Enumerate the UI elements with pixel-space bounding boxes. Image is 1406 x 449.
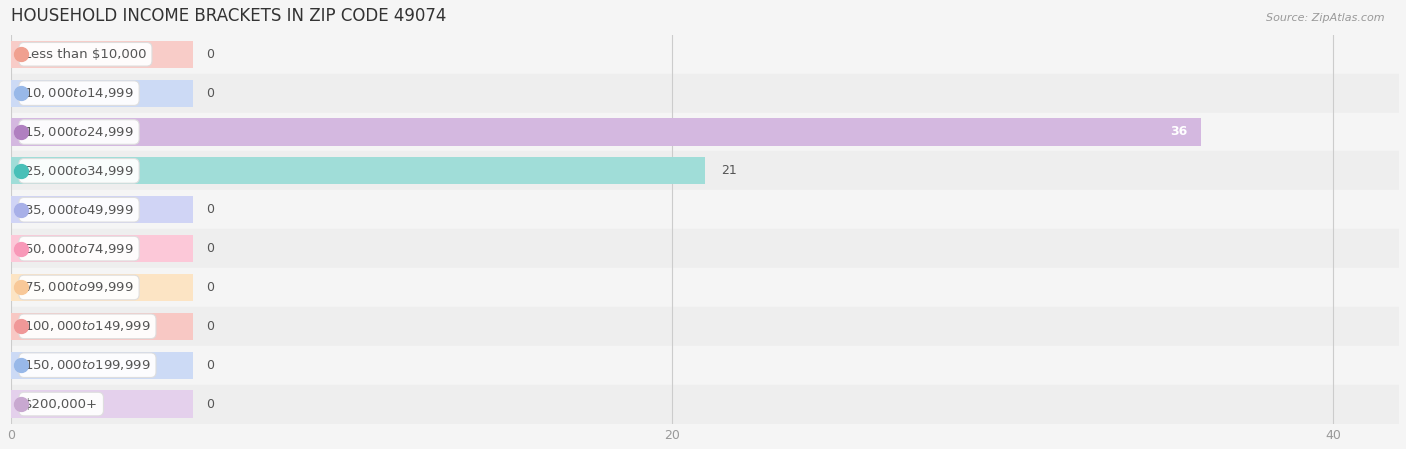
- Text: 0: 0: [205, 281, 214, 294]
- Bar: [11, 113, 1399, 151]
- Text: $50,000 to $74,999: $50,000 to $74,999: [24, 242, 134, 255]
- Text: 0: 0: [205, 359, 214, 372]
- Text: HOUSEHOLD INCOME BRACKETS IN ZIP CODE 49074: HOUSEHOLD INCOME BRACKETS IN ZIP CODE 49…: [11, 7, 446, 25]
- Text: 0: 0: [205, 203, 214, 216]
- Text: 0: 0: [205, 242, 214, 255]
- Text: $75,000 to $99,999: $75,000 to $99,999: [24, 281, 134, 295]
- Text: $25,000 to $34,999: $25,000 to $34,999: [24, 164, 134, 178]
- Text: 36: 36: [1170, 126, 1188, 138]
- Bar: [11, 35, 1399, 74]
- Bar: [11, 385, 1399, 423]
- Text: $150,000 to $199,999: $150,000 to $199,999: [24, 358, 150, 372]
- Bar: [11, 268, 1399, 307]
- Bar: [11, 307, 1399, 346]
- Bar: [11, 313, 193, 340]
- Text: $200,000+: $200,000+: [24, 397, 98, 410]
- Text: $10,000 to $14,999: $10,000 to $14,999: [24, 86, 134, 100]
- Bar: [11, 79, 193, 107]
- Text: $35,000 to $49,999: $35,000 to $49,999: [24, 203, 134, 217]
- Bar: [11, 274, 193, 301]
- Bar: [11, 190, 1399, 229]
- Bar: [11, 346, 1399, 385]
- Bar: [11, 352, 193, 379]
- Text: 21: 21: [721, 164, 737, 177]
- Text: 0: 0: [205, 87, 214, 100]
- Text: 0: 0: [205, 397, 214, 410]
- Text: Less than $10,000: Less than $10,000: [24, 48, 146, 61]
- Text: $100,000 to $149,999: $100,000 to $149,999: [24, 319, 150, 333]
- Bar: [11, 119, 1201, 145]
- Bar: [11, 151, 1399, 190]
- Text: 0: 0: [205, 320, 214, 333]
- Bar: [11, 74, 1399, 113]
- Text: 0: 0: [205, 48, 214, 61]
- Bar: [11, 235, 193, 262]
- Bar: [11, 157, 704, 185]
- Text: Source: ZipAtlas.com: Source: ZipAtlas.com: [1267, 13, 1385, 23]
- Bar: [11, 41, 193, 68]
- Bar: [11, 229, 1399, 268]
- Text: $15,000 to $24,999: $15,000 to $24,999: [24, 125, 134, 139]
- Bar: [11, 391, 193, 418]
- Bar: [11, 196, 193, 223]
